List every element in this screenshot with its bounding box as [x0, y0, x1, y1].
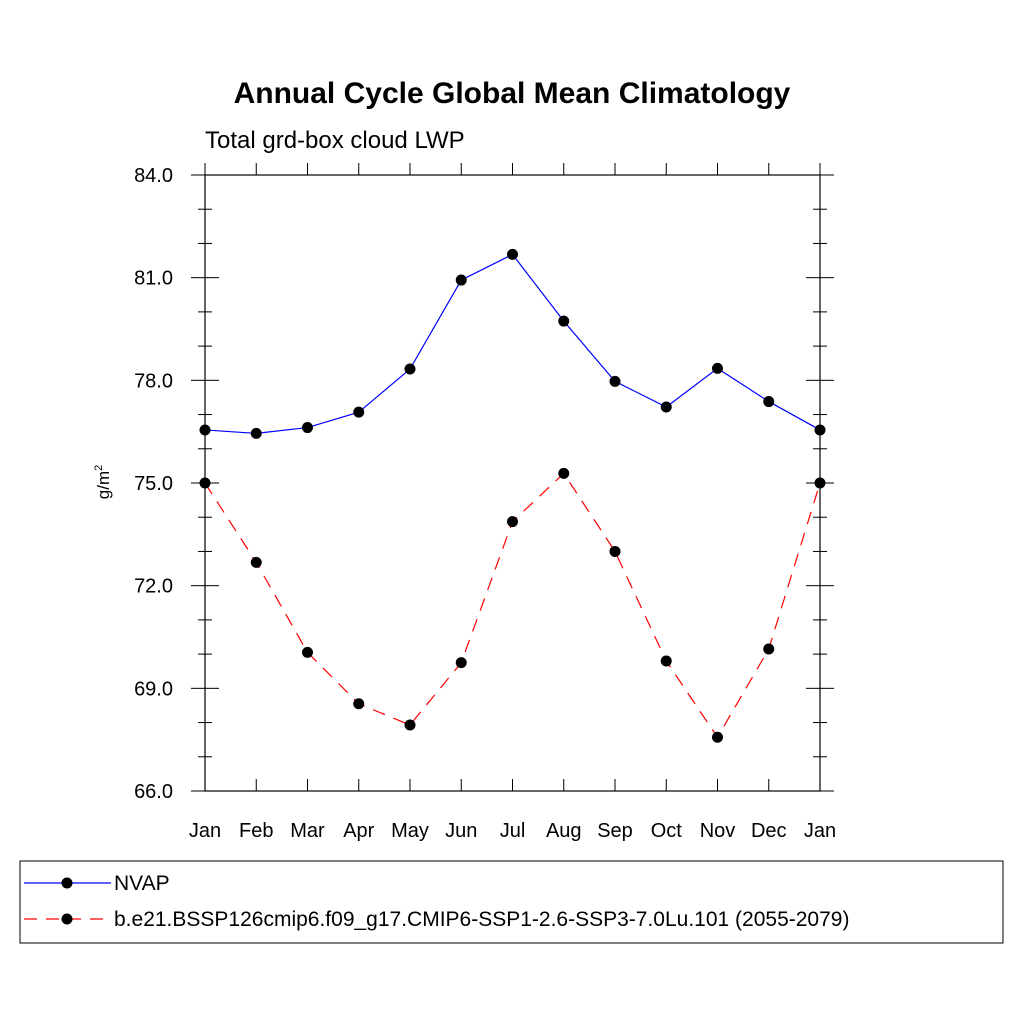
- chart-subtitle: Total grd-box cloud LWP: [205, 127, 465, 154]
- data-point: [353, 698, 365, 710]
- data-point: [250, 556, 262, 568]
- data-point: [404, 363, 416, 375]
- data-point: [353, 406, 365, 418]
- data-point: [507, 516, 518, 528]
- data-point: [763, 643, 775, 655]
- y-tick-label: 84.0: [134, 165, 173, 187]
- x-tick-label: Mar: [290, 820, 325, 842]
- y-tick-label: 75.0: [134, 473, 173, 495]
- data-point: [609, 545, 621, 557]
- series-group: [199, 248, 826, 743]
- x-tick-label: May: [391, 820, 429, 842]
- data-point: [558, 315, 570, 327]
- data-point: [814, 477, 826, 489]
- y-tick-label: 72.0: [134, 576, 173, 598]
- legend-box: [19, 860, 1004, 944]
- axis-ticks: Jan Feb Mar Apr May Jun Jul Aug Sep Oct Nov Dec Jan 6…: [134, 163, 836, 842]
- x-tick-label: Feb: [239, 820, 273, 842]
- chart-title: Annual Cycle Global Mean Climatology: [234, 77, 791, 110]
- legend-swatch-marker: [61, 877, 73, 889]
- data-point: [558, 467, 570, 479]
- data-point: [199, 477, 211, 489]
- legend-swatch-marker: [61, 913, 73, 925]
- y-tick-label: 81.0: [134, 268, 173, 290]
- y-tick-label: 66.0: [134, 781, 173, 803]
- data-point: [660, 401, 672, 413]
- data-point: [609, 375, 621, 387]
- x-tick-label: Apr: [343, 820, 374, 842]
- data-point: [660, 655, 672, 667]
- data-point: [814, 424, 826, 436]
- data-point: [507, 248, 518, 260]
- x-tick-label: Sep: [597, 820, 633, 842]
- legend-item: NVAP: [24, 872, 170, 895]
- x-tick-label: Oct: [651, 820, 683, 842]
- y-tick-label: 78.0: [134, 370, 173, 392]
- data-point: [199, 424, 211, 436]
- legend-label: NVAP: [114, 872, 170, 895]
- data-point: [404, 719, 416, 731]
- data-point: [763, 396, 775, 408]
- y-axis-label-base: g/m: [94, 471, 113, 499]
- x-tick-label: Dec: [751, 820, 787, 842]
- data-point: [455, 657, 467, 669]
- y-axis-label-superscript: 2: [93, 465, 105, 471]
- legend-label: b.e21.BSSP126cmip6.f09_g17.CMIP6-SSP1-2.…: [114, 908, 849, 931]
- data-point: [712, 731, 723, 743]
- x-tick-label: Nov: [700, 820, 736, 842]
- y-axis-label: g/m2: [93, 465, 113, 499]
- x-tick-label: Jun: [445, 820, 477, 842]
- data-point: [455, 274, 467, 286]
- y-tick-label: 69.0: [134, 678, 173, 700]
- plot-area-border: [204, 174, 821, 792]
- series-2: [199, 467, 826, 743]
- x-tick-label: Jan: [189, 820, 221, 842]
- series-1: [199, 248, 826, 439]
- series-line: [204, 472, 821, 739]
- plot-frame: [204, 174, 821, 792]
- x-tick-label: Aug: [546, 820, 582, 842]
- legend: NVAP b.e21.BSSP126cmip6.f09_g17.CMIP6-SSP…: [24, 872, 849, 931]
- x-tick-label: Jul: [500, 820, 526, 842]
- data-point: [302, 646, 313, 658]
- x-tick-label: Jan: [804, 820, 836, 842]
- legend-item: b.e21.BSSP126cmip6.f09_g17.CMIP6-SSP1-2.…: [24, 908, 849, 931]
- series-line: [204, 253, 821, 434]
- data-point: [302, 422, 313, 434]
- data-point: [712, 362, 723, 374]
- data-point: [250, 427, 262, 439]
